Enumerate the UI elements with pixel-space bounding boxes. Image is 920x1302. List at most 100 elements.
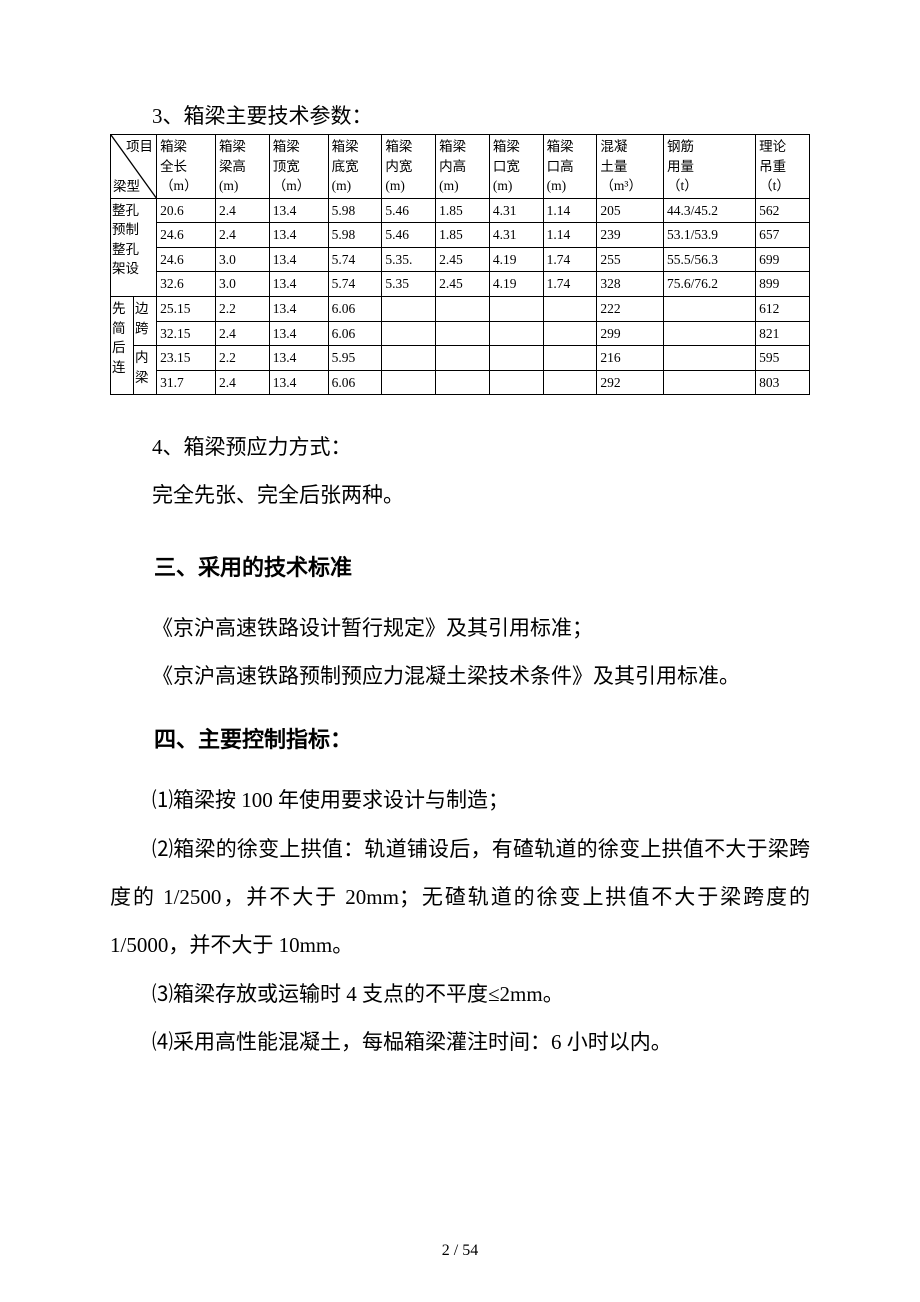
cell — [543, 346, 597, 371]
cell — [663, 346, 755, 371]
cell: 1.74 — [543, 247, 597, 272]
cell: 24.6 — [157, 223, 216, 248]
p-c3: ⑶箱梁存放或运输时 4 支点的不平度≤2mm。 — [110, 970, 810, 1018]
cell — [489, 346, 543, 371]
cell: 803 — [756, 370, 810, 395]
cell: 205 — [597, 198, 664, 223]
col-header: 箱梁内高(m) — [436, 135, 490, 199]
cell: 5.98 — [328, 223, 382, 248]
p-prestress-num: 4、箱梁预应力方式： — [110, 423, 810, 471]
cell: 32.6 — [157, 272, 216, 297]
cell: 2.4 — [215, 370, 269, 395]
cell — [382, 321, 436, 346]
cell: 899 — [756, 272, 810, 297]
cell: 657 — [756, 223, 810, 248]
cell: 13.4 — [269, 247, 328, 272]
cell: 699 — [756, 247, 810, 272]
cell: 3.0 — [215, 272, 269, 297]
cell — [543, 370, 597, 395]
cell: 1.85 — [436, 223, 490, 248]
cell: 13.4 — [269, 223, 328, 248]
cell — [543, 296, 597, 321]
cell — [489, 370, 543, 395]
cell: 5.35. — [382, 247, 436, 272]
heading-standards: 三、采用的技术标准 — [110, 550, 810, 582]
cell — [436, 346, 490, 371]
cell: 595 — [756, 346, 810, 371]
cell: 75.6/76.2 — [663, 272, 755, 297]
cell: 1.74 — [543, 272, 597, 297]
cell: 24.6 — [157, 247, 216, 272]
cell: 4.19 — [489, 272, 543, 297]
col-header: 箱梁全长（m） — [157, 135, 216, 199]
cell: 4.19 — [489, 247, 543, 272]
cell: 1.14 — [543, 198, 597, 223]
cell: 1.85 — [436, 198, 490, 223]
col-header: 箱梁顶宽（m） — [269, 135, 328, 199]
cell — [436, 370, 490, 395]
group2-sub2-label: 内梁 — [134, 346, 157, 395]
group1-label: 整孔预制整孔架设 — [111, 198, 157, 296]
cell: 255 — [597, 247, 664, 272]
cell — [436, 296, 490, 321]
cell — [489, 296, 543, 321]
cell: 612 — [756, 296, 810, 321]
cell: 23.15 — [157, 346, 216, 371]
table-row: 31.7 2.4 13.4 6.06 292 803 — [111, 370, 810, 395]
page: 3、箱梁主要技术参数： 项目 梁型 箱梁全长（m） 箱梁梁高(m) 箱梁顶宽（m… — [0, 0, 920, 1302]
cell: 821 — [756, 321, 810, 346]
cell — [543, 321, 597, 346]
p-c2: ⑵箱梁的徐变上拱值：轨道铺设后，有碴轨道的徐变上拱值不大于梁跨度的 1/2500… — [110, 825, 810, 970]
table-row: 整孔预制整孔架设 20.6 2.4 13.4 5.98 5.46 1.85 4.… — [111, 198, 810, 223]
table-caption: 3、箱梁主要技术参数： — [110, 100, 810, 130]
p-std2: 《京沪高速铁路预制预应力混凝土梁技术条件》及其引用标准。 — [110, 652, 810, 700]
col-header: 箱梁底宽(m) — [328, 135, 382, 199]
cell — [382, 296, 436, 321]
cell: 222 — [597, 296, 664, 321]
table-row: 32.15 2.4 13.4 6.06 299 821 — [111, 321, 810, 346]
cell: 44.3/45.2 — [663, 198, 755, 223]
cell — [663, 370, 755, 395]
col-header: 箱梁梁高(m) — [215, 135, 269, 199]
cell: 13.4 — [269, 198, 328, 223]
cell: 2.2 — [215, 346, 269, 371]
cell: 2.45 — [436, 247, 490, 272]
cell: 562 — [756, 198, 810, 223]
spacer — [110, 395, 810, 423]
page-number: 2 / 54 — [0, 1242, 920, 1260]
col-header: 钢筋用量（t） — [663, 135, 755, 199]
group2-left-label: 先简后连 — [111, 296, 134, 394]
cell: 3.0 — [215, 247, 269, 272]
p-std1: 《京沪高速铁路设计暂行规定》及其引用标准； — [110, 604, 810, 652]
cell: 1.14 — [543, 223, 597, 248]
diag-bot-label: 梁型 — [113, 177, 140, 197]
cell: 328 — [597, 272, 664, 297]
cell: 32.15 — [157, 321, 216, 346]
table-row: 先简后连 边跨 25.15 2.2 13.4 6.06 222 612 — [111, 296, 810, 321]
cell: 13.4 — [269, 346, 328, 371]
p-c1: ⑴箱梁按 100 年使用要求设计与制造； — [110, 776, 810, 824]
table-row: 32.6 3.0 13.4 5.74 5.35 2.45 4.19 1.74 3… — [111, 272, 810, 297]
col-header: 混凝土量（m³） — [597, 135, 664, 199]
cell — [436, 321, 490, 346]
spec-table: 项目 梁型 箱梁全长（m） 箱梁梁高(m) 箱梁顶宽（m） 箱梁底宽(m) 箱梁… — [110, 134, 810, 395]
table-row: 24.6 2.4 13.4 5.98 5.46 1.85 4.31 1.14 2… — [111, 223, 810, 248]
cell: 2.2 — [215, 296, 269, 321]
header-row: 项目 梁型 箱梁全长（m） 箱梁梁高(m) 箱梁顶宽（m） 箱梁底宽(m) 箱梁… — [111, 135, 810, 199]
table-row: 内梁 23.15 2.2 13.4 5.95 216 595 — [111, 346, 810, 371]
p-prestress-body: 完全先张、完全后张两种。 — [110, 471, 810, 519]
cell: 5.46 — [382, 198, 436, 223]
cell — [382, 370, 436, 395]
diag-top-label: 项目 — [126, 137, 153, 157]
cell: 53.1/53.9 — [663, 223, 755, 248]
cell: 5.95 — [328, 346, 382, 371]
col-header: 箱梁内宽(m) — [382, 135, 436, 199]
cell: 2.4 — [215, 223, 269, 248]
cell: 13.4 — [269, 321, 328, 346]
cell: 5.74 — [328, 247, 382, 272]
cell — [489, 321, 543, 346]
cell: 5.98 — [328, 198, 382, 223]
cell: 239 — [597, 223, 664, 248]
cell: 299 — [597, 321, 664, 346]
cell: 55.5/56.3 — [663, 247, 755, 272]
